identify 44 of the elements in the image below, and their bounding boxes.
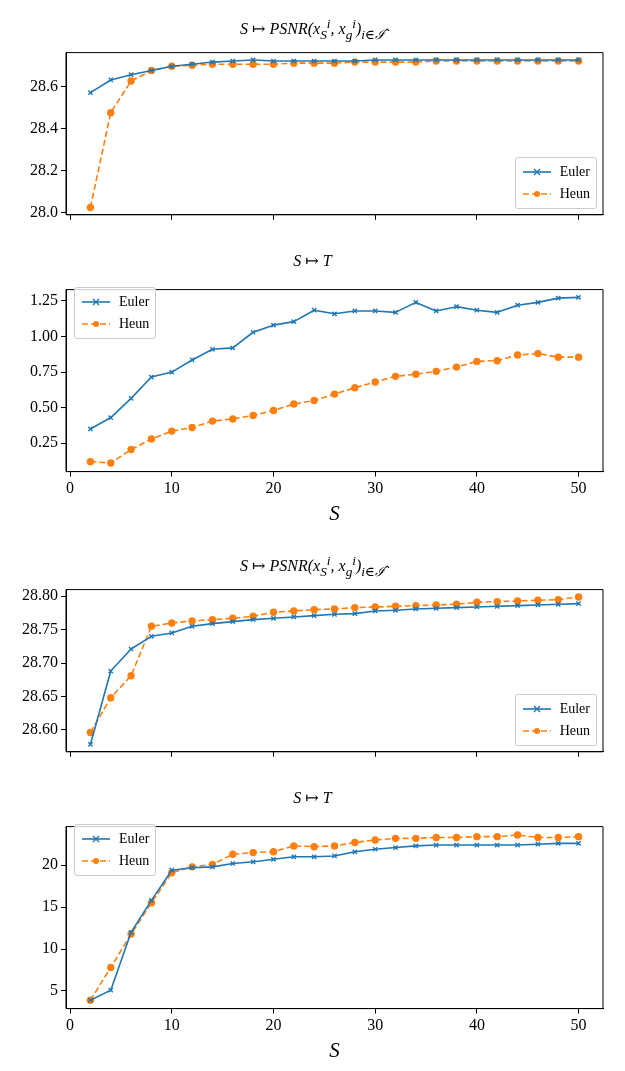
chart-title: S ↦ PSNR(x$_{S}$$^{i}$, x$_{g}$$^{i}$)$_{i∈ℐ̂}$ xyxy=(239,552,390,579)
x-tick-label: 50 xyxy=(570,479,587,497)
y-tick-label: 0.50 xyxy=(30,397,58,415)
legend-label: Heun xyxy=(559,185,590,203)
y-tick-label: 1.00 xyxy=(30,326,58,344)
x-tick-label: 20 xyxy=(265,479,282,497)
y-tick-label: 5 xyxy=(50,981,58,999)
chart-title: S ↦ T xyxy=(292,251,334,271)
x-tick-label: 50 xyxy=(570,1016,587,1034)
legend-label: Heun xyxy=(559,722,590,740)
y-tick-label: 1.25 xyxy=(30,291,58,309)
x-tick-label: 20 xyxy=(265,1016,282,1034)
x-tick-label: 40 xyxy=(468,1016,485,1034)
x-tick-label: 30 xyxy=(367,1016,384,1034)
x-tick-label: 40 xyxy=(468,479,485,497)
x-axis-title: S xyxy=(329,1037,341,1062)
y-tick-label: 28.2 xyxy=(30,160,58,178)
legend-label: Euler xyxy=(119,830,150,848)
legend-label: Euler xyxy=(559,700,590,718)
y-tick-label: 28.4 xyxy=(30,118,58,136)
y-tick-label: 10 xyxy=(42,939,58,957)
y-tick-label: 15 xyxy=(42,897,58,915)
legend-label: Heun xyxy=(119,315,150,333)
legend-label: Euler xyxy=(559,163,590,181)
y-tick-label: 0.25 xyxy=(30,433,58,451)
y-tick-label: 0.75 xyxy=(30,362,58,380)
chart-title: S ↦ T xyxy=(292,788,334,808)
x-tick-label: 10 xyxy=(163,1016,180,1034)
y-tick-label: 20 xyxy=(42,855,58,873)
chart-title: S ↦ PSNR(x$_{S}$$^{i}$, x$_{g}$$^{i}$)$_{i∈ℐ̂}$ xyxy=(239,15,390,42)
x-tick-label: 30 xyxy=(367,479,384,497)
x-axis-title: S xyxy=(329,500,341,525)
y-tick-label: 28.80 xyxy=(22,586,58,604)
y-tick-label: 28.6 xyxy=(30,76,58,94)
legend-label: Heun xyxy=(119,852,150,870)
y-tick-label: 28.70 xyxy=(22,653,58,671)
x-tick-label: 0 xyxy=(66,1016,75,1034)
y-tick-label: 28.0 xyxy=(30,202,58,220)
y-tick-label: 28.75 xyxy=(22,619,58,637)
x-tick-label: 10 xyxy=(163,479,180,497)
x-tick-label: 0 xyxy=(66,479,75,497)
y-tick-label: 28.65 xyxy=(22,686,58,704)
legend-label: Euler xyxy=(119,293,150,311)
y-tick-label: 28.60 xyxy=(22,719,58,737)
